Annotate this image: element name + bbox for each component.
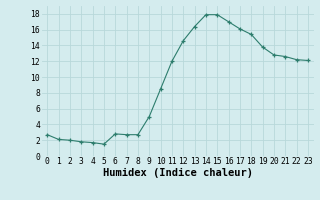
X-axis label: Humidex (Indice chaleur): Humidex (Indice chaleur)	[103, 168, 252, 178]
